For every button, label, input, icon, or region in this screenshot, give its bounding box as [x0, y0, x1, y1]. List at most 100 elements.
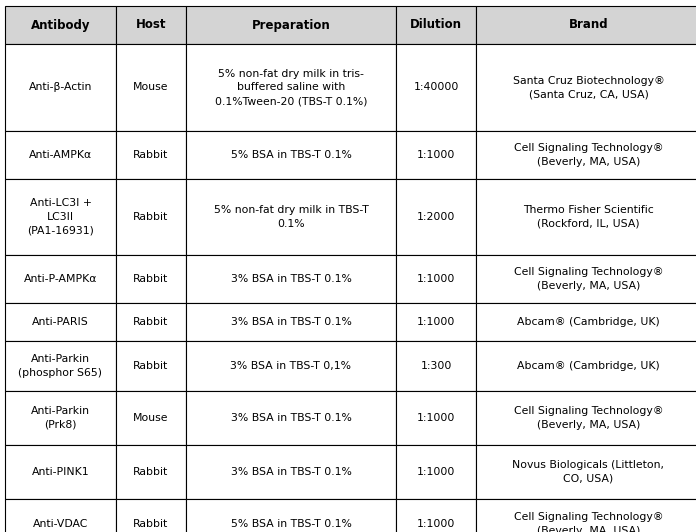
Bar	[396, 44, 476, 131]
Text: 1:1000: 1:1000	[417, 467, 455, 477]
Text: 3% BSA in TBS-T 0,1%: 3% BSA in TBS-T 0,1%	[230, 361, 351, 371]
Text: 1:1000: 1:1000	[417, 150, 455, 160]
Text: Cell Signaling Technology®
(Beverly, MA, USA): Cell Signaling Technology® (Beverly, MA,…	[514, 406, 663, 430]
Text: Santa Cruz Biotechnology®
(Santa Cruz, CA, USA): Santa Cruz Biotechnology® (Santa Cruz, C…	[512, 76, 665, 99]
Bar	[396, 255, 476, 303]
Bar	[5, 255, 116, 303]
Text: Rabbit: Rabbit	[134, 150, 168, 160]
Text: 5% non-fat dry milk in tris-
buffered saline with
0.1%Tween-20 (TBS-T 0.1%): 5% non-fat dry milk in tris- buffered sa…	[215, 69, 367, 106]
Bar	[5, 44, 116, 131]
Text: Anti-PINK1: Anti-PINK1	[32, 467, 89, 477]
Text: 3% BSA in TBS-T 0.1%: 3% BSA in TBS-T 0.1%	[230, 413, 351, 423]
Bar	[5, 445, 116, 499]
Text: Brand: Brand	[569, 19, 608, 31]
Bar	[116, 303, 186, 341]
Bar	[476, 131, 696, 179]
Text: Cell Signaling Technology®
(Beverly, MA, USA): Cell Signaling Technology® (Beverly, MA,…	[514, 267, 663, 291]
Bar	[396, 6, 476, 44]
Bar	[186, 6, 396, 44]
Bar	[186, 391, 396, 445]
Text: Anti-Parkin
(Prk8): Anti-Parkin (Prk8)	[31, 406, 90, 430]
Bar	[476, 44, 696, 131]
Text: 1:1000: 1:1000	[417, 274, 455, 284]
Bar	[396, 391, 476, 445]
Bar	[396, 179, 476, 255]
Bar	[476, 445, 696, 499]
Text: Abcam® (Cambridge, UK): Abcam® (Cambridge, UK)	[517, 317, 660, 327]
Text: Mouse: Mouse	[133, 82, 168, 93]
Bar	[476, 255, 696, 303]
Text: 3% BSA in TBS-T 0.1%: 3% BSA in TBS-T 0.1%	[230, 274, 351, 284]
Text: Antibody: Antibody	[31, 19, 90, 31]
Bar	[476, 391, 696, 445]
Bar	[476, 303, 696, 341]
Text: 1:1000: 1:1000	[417, 317, 455, 327]
Text: Rabbit: Rabbit	[134, 361, 168, 371]
Text: 1:2000: 1:2000	[417, 212, 455, 222]
Text: Abcam® (Cambridge, UK): Abcam® (Cambridge, UK)	[517, 361, 660, 371]
Text: 1:300: 1:300	[420, 361, 452, 371]
Text: Thermo Fisher Scientific
(Rockford, IL, USA): Thermo Fisher Scientific (Rockford, IL, …	[523, 205, 654, 229]
Text: Anti-LC3I +
LC3II
(PA1-16931): Anti-LC3I + LC3II (PA1-16931)	[27, 198, 94, 236]
Bar	[5, 341, 116, 391]
Bar	[116, 179, 186, 255]
Bar	[5, 131, 116, 179]
Text: Rabbit: Rabbit	[134, 274, 168, 284]
Text: 1:1000: 1:1000	[417, 519, 455, 529]
Bar	[186, 44, 396, 131]
Bar	[186, 341, 396, 391]
Bar	[186, 255, 396, 303]
Bar	[396, 445, 476, 499]
Bar	[396, 303, 476, 341]
Bar	[5, 499, 116, 532]
Text: Preparation: Preparation	[252, 19, 331, 31]
Bar	[186, 303, 396, 341]
Text: Host: Host	[136, 19, 166, 31]
Text: 3% BSA in TBS-T 0.1%: 3% BSA in TBS-T 0.1%	[230, 467, 351, 477]
Text: 3% BSA in TBS-T 0.1%: 3% BSA in TBS-T 0.1%	[230, 317, 351, 327]
Bar	[116, 391, 186, 445]
Bar	[476, 6, 696, 44]
Bar	[186, 131, 396, 179]
Bar	[5, 179, 116, 255]
Bar	[186, 499, 396, 532]
Text: Rabbit: Rabbit	[134, 212, 168, 222]
Text: 5% BSA in TBS-T 0.1%: 5% BSA in TBS-T 0.1%	[230, 150, 351, 160]
Bar	[5, 6, 116, 44]
Bar	[116, 255, 186, 303]
Text: Anti-PARIS: Anti-PARIS	[32, 317, 89, 327]
Text: Rabbit: Rabbit	[134, 467, 168, 477]
Bar	[116, 131, 186, 179]
Text: Anti-Parkin
(phosphor S65): Anti-Parkin (phosphor S65)	[19, 354, 102, 378]
Bar	[116, 6, 186, 44]
Text: Novus Biologicals (Littleton,
CO, USA): Novus Biologicals (Littleton, CO, USA)	[512, 460, 665, 484]
Bar	[396, 131, 476, 179]
Text: Anti-AMPKα: Anti-AMPKα	[29, 150, 92, 160]
Text: 1:1000: 1:1000	[417, 413, 455, 423]
Text: 5% non-fat dry milk in TBS-T
0.1%: 5% non-fat dry milk in TBS-T 0.1%	[214, 205, 368, 229]
Bar	[5, 303, 116, 341]
Text: Cell Signaling Technology®
(Beverly, MA, USA): Cell Signaling Technology® (Beverly, MA,…	[514, 143, 663, 167]
Text: 5% BSA in TBS-T 0.1%: 5% BSA in TBS-T 0.1%	[230, 519, 351, 529]
Bar	[116, 44, 186, 131]
Bar	[396, 341, 476, 391]
Text: Dilution: Dilution	[410, 19, 462, 31]
Bar	[116, 445, 186, 499]
Bar	[396, 499, 476, 532]
Text: Anti-β-Actin: Anti-β-Actin	[29, 82, 92, 93]
Bar	[5, 391, 116, 445]
Bar	[186, 445, 396, 499]
Bar	[116, 499, 186, 532]
Text: 1:40000: 1:40000	[413, 82, 459, 93]
Text: Mouse: Mouse	[133, 413, 168, 423]
Text: Rabbit: Rabbit	[134, 317, 168, 327]
Bar	[116, 341, 186, 391]
Bar	[476, 499, 696, 532]
Bar	[186, 179, 396, 255]
Text: Cell Signaling Technology®
(Beverly, MA, USA): Cell Signaling Technology® (Beverly, MA,…	[514, 512, 663, 532]
Text: Rabbit: Rabbit	[134, 519, 168, 529]
Bar	[476, 179, 696, 255]
Text: Anti-P-AMPKα: Anti-P-AMPKα	[24, 274, 97, 284]
Text: Anti-VDAC: Anti-VDAC	[33, 519, 88, 529]
Bar	[476, 341, 696, 391]
